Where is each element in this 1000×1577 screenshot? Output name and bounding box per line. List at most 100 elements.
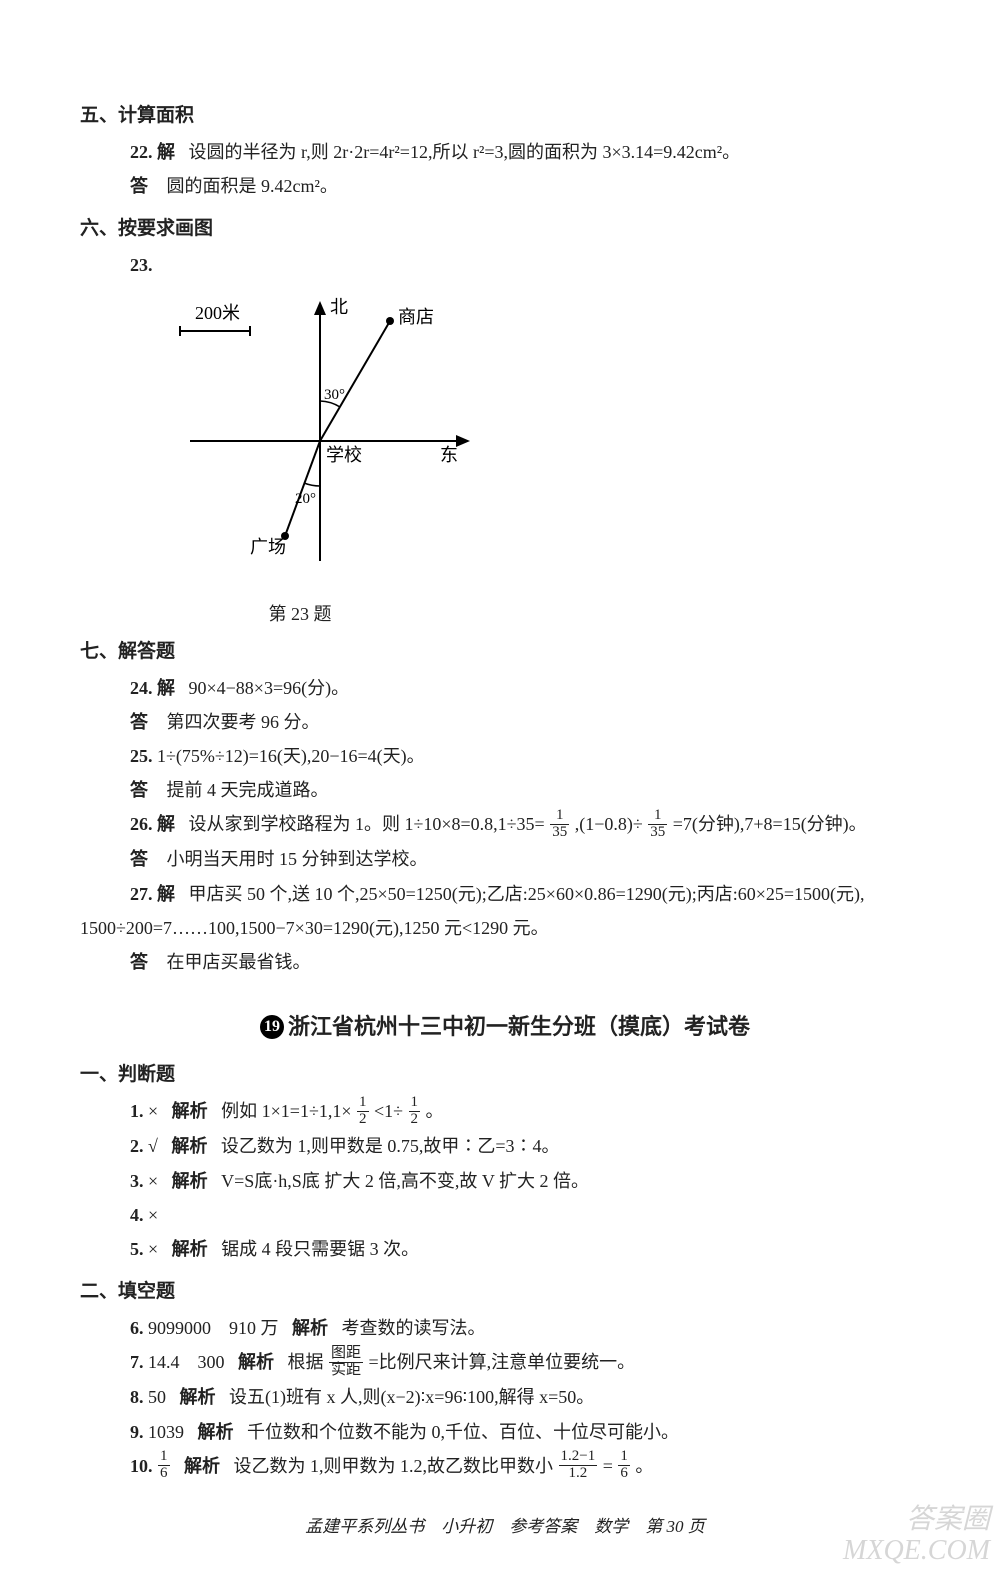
f9-label: 9. [130,1422,144,1442]
f8-label: 8. [130,1387,144,1407]
q27-row2: 1500÷200=7……100,1500−7×30=1290(元),1250 元… [80,911,930,945]
q25-ans-row: 答 提前 4 天完成道路。 [130,773,930,807]
j4-mark: × [148,1205,158,1225]
q26-ans-row: 答 小明当天用时 15 分钟到达学校。 [130,842,930,876]
f8-text: 设五(1)班有 x 人,则(x−2)∶x=96∶100,解得 x=50。 [229,1387,594,1407]
watermark-l1: 答案圈 [843,1505,990,1536]
axes [190,301,470,561]
q22-solution: 22. 解 设圆的半径为 r,则 2r·2r=4r²=12,所以 r²=3,圆的… [130,135,930,169]
f8-jx: 解析 [180,1387,216,1407]
angle2-label: 20° [295,491,316,507]
q27-ans-label: 答 [130,952,148,972]
j4-label: 4. [130,1205,144,1225]
j3-text: V=S底·h,S底 扩大 2 倍,高不变,故 V 扩大 2 倍。 [221,1171,589,1191]
f10-ans-frac: 16 [158,1449,170,1482]
q25-row: 25. 1÷(75%÷12)=16(天),20−16=4(天)。 [130,739,930,773]
q27-ans-text: 在甲店买最省钱。 [167,952,311,972]
f9-row: 9. 1039 解析 千位数和个位数不能为 0,千位、百位、十位尽可能小。 [130,1415,930,1449]
f7-suf: =比例尺来计算,注意单位要统一。 [369,1352,636,1372]
angle2-arc [304,483,320,486]
f10-jx: 解析 [184,1456,220,1476]
f10-label: 10. [130,1456,153,1476]
j4-row: 4. × [130,1198,930,1232]
j2-row: 2. √ 解析 设乙数为 1,则甲数是 0.75,故甲∶乙=3∶4。 [130,1129,930,1163]
f6-text: 考查数的读写法。 [342,1318,486,1338]
f10-frac1: 1.2−11.2 [559,1449,598,1482]
q23-label-row: 23. [130,248,930,282]
q23-diagram: 200米 北 东 学校 商店 30° 广场 20 [140,291,930,596]
q22-label: 22. 解 [130,142,175,162]
f6-jx: 解析 [292,1318,328,1338]
f10-mid: = [603,1456,613,1476]
f6-ans: 9099000 910 万 [148,1318,279,1338]
q27-line1: 甲店买 50 个,送 10 个,25×50=1250(元);乙店:25×60×0… [189,884,865,904]
school-label: 学校 [326,445,362,465]
shop-line [320,321,390,441]
q22-text: 设圆的半径为 r,则 2r·2r=4r²=12,所以 r²=3,圆的面积为 3×… [189,142,741,162]
f8-row: 8. 50 解析 设五(1)班有 x 人,则(x−2)∶x=96∶100,解得 … [130,1380,930,1414]
f7-label: 7. [130,1352,144,1372]
f6-row: 6. 9099000 910 万 解析 考查数的读写法。 [130,1311,930,1345]
watermark-l2: MXQE.COM [843,1536,990,1567]
j5-row: 5. × 解析 锯成 4 段只需要锯 3 次。 [130,1232,930,1266]
q24-text: 90×4−88×3=96(分)。 [189,678,350,698]
q27-row1: 27. 解 甲店买 50 个,送 10 个,25×50=1250(元);乙店:2… [130,877,930,911]
f7-jx: 解析 [238,1352,274,1372]
f6-label: 6. [130,1318,144,1338]
f9-ans: 1039 [148,1422,184,1442]
section-6-title: 六、按要求画图 [80,213,930,240]
angle1-label: 30° [324,387,345,403]
f10-row: 10. 16 解析 设乙数为 1,则甲数为 1.2,故乙数比甲数小 1.2−11… [130,1449,930,1484]
q25-text: 1÷(75%÷12)=16(天),20−16=4(天)。 [157,746,425,766]
q27-label: 27. 解 [130,884,175,904]
f9-text: 千位数和个位数不能为 0,千位、百位、十位尽可能小。 [247,1422,679,1442]
f7-pre: 根据 [288,1352,324,1372]
q26-mid2: =7(分钟),7+8=15(分钟)。 [673,814,867,834]
j1-frac2: 12 [409,1095,421,1128]
j2-text: 设乙数为 1,则甲数是 0.75,故甲∶乙=3∶4。 [221,1136,560,1156]
j1-suf: 。 [426,1101,444,1121]
q24-ans-row: 答 第四次要考 96 分。 [130,705,930,739]
f7-frac: 图距实距 [329,1346,363,1379]
q23-caption: 第 23 题 [140,600,460,626]
j2-jx: 解析 [171,1136,207,1156]
f8-ans: 50 [148,1387,166,1407]
q26-ans-label: 答 [130,849,148,869]
east-label: 东 [440,445,458,465]
q25-ans-text: 提前 4 天完成道路。 [167,780,329,800]
q22-answer-row: 答 圆的面积是 9.42cm²。 [130,169,930,203]
j1-mark: × [148,1101,158,1121]
q24-ans-label: 答 [130,712,148,732]
title-number: 19 [260,1015,284,1039]
q22-ans-text: 圆的面积是 9.42cm²。 [167,176,338,196]
j5-mark: × [148,1239,158,1259]
north-label: 北 [330,297,348,317]
f7-ans: 14.4 300 [148,1352,225,1372]
j5-text: 锯成 4 段只需要锯 3 次。 [221,1239,419,1259]
j1-jx: 解析 [172,1101,208,1121]
j3-mark: × [148,1171,158,1191]
shop-dot [386,317,394,325]
j1-pre: 例如 1×1=1÷1,1× [221,1101,351,1121]
q26-label: 26. 解 [130,814,175,834]
title-text: 浙江省杭州十三中初一新生分班（摸底）考试卷 [288,1014,750,1039]
j3-label: 3. [130,1171,144,1191]
f10-suf: 。 [635,1456,653,1476]
q26-row: 26. 解 设从家到学校路程为 1。则 1÷10×8=0.8,1÷35= 135… [130,807,930,842]
f10-frac2: 16 [618,1449,630,1482]
exam-title: 19浙江省杭州十三中初一新生分班（摸底）考试卷 [80,1009,930,1041]
scale-label: 200米 [195,303,240,323]
j1-row: 1. × 解析 例如 1×1=1÷1,1× 12 <1÷ 12 。 [130,1094,930,1129]
q23-label: 23. [130,255,153,275]
shop-label: 商店 [398,307,434,327]
watermark: 答案圈 MXQE.COM [843,1505,990,1567]
q24-row: 24. 解 90×4−88×3=96(分)。 [130,671,930,705]
j2-mark: √ [148,1136,158,1156]
f10-pre: 设乙数为 1,则甲数为 1.2,故乙数比甲数小 [234,1456,554,1476]
j5-label: 5. [130,1239,144,1259]
j3-jx: 解析 [172,1171,208,1191]
f7-row: 7. 14.4 300 解析 根据 图距实距 =比例尺来计算,注意单位要统一。 [130,1345,930,1380]
q26-ans-text: 小明当天用时 15 分钟到达学校。 [167,849,428,869]
j5-jx: 解析 [172,1239,208,1259]
j1-mid: <1÷ [374,1101,403,1121]
